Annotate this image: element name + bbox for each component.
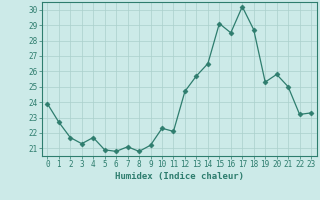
X-axis label: Humidex (Indice chaleur): Humidex (Indice chaleur) <box>115 172 244 181</box>
